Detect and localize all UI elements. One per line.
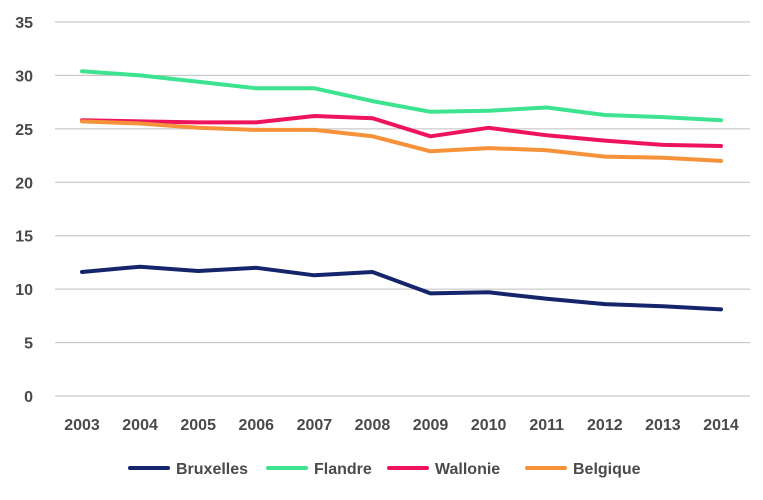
y-tick-label: 10 [15, 282, 33, 299]
y-tick-label: 15 [15, 229, 33, 246]
x-axis-tick-labels: 2003 2004 2005 2006 2007 2008 2009 2010 2011 2012… [64, 417, 739, 434]
legend-label: Bruxelles [176, 461, 248, 478]
y-tick-label: 0 [24, 389, 33, 406]
x-tick-label: 2013 [645, 417, 681, 434]
x-tick-label: 2011 [529, 417, 564, 434]
series-line-wallonie [80, 114, 723, 148]
series-lines [80, 69, 723, 312]
x-tick-label: 2010 [471, 417, 507, 434]
series-line-belgique [80, 119, 723, 163]
x-tick-label: 2008 [355, 417, 391, 434]
x-tick-label: 2004 [122, 417, 158, 434]
x-tick-label: 2003 [64, 417, 100, 434]
y-axis-tick-labels: 0 5 10 15 20 25 30 35 [15, 15, 33, 406]
y-tick-label: 20 [15, 175, 33, 192]
x-tick-label: 2014 [703, 417, 739, 434]
y-tick-label: 5 [24, 336, 33, 353]
y-tick-label: 35 [15, 15, 33, 32]
legend: Bruxelles Flandre Wallonie Belgique [128, 461, 641, 478]
y-tick-label: 30 [15, 68, 33, 85]
series-line-flandre [80, 69, 723, 123]
legend-label: Belgique [573, 461, 641, 478]
x-tick-label: 2009 [413, 417, 449, 434]
y-tick-label: 25 [15, 122, 33, 139]
legend-label: Wallonie [435, 461, 500, 478]
series-line-bruxelles [80, 264, 723, 312]
x-tick-label: 2006 [238, 417, 274, 434]
legend-label: Flandre [314, 461, 372, 478]
x-tick-label: 2012 [587, 417, 623, 434]
x-tick-label: 2007 [297, 417, 333, 434]
x-tick-label: 2005 [180, 417, 216, 434]
